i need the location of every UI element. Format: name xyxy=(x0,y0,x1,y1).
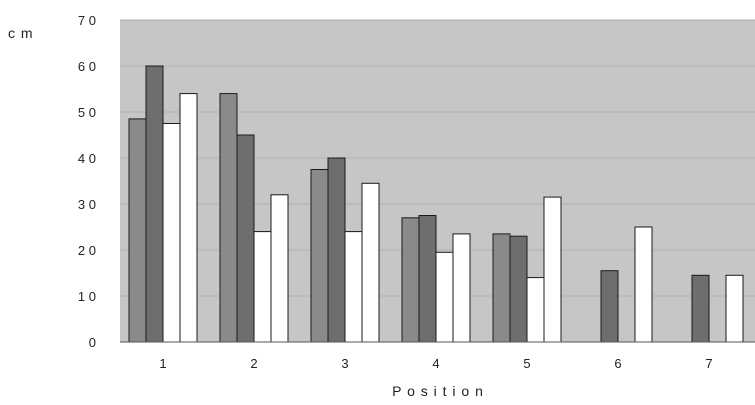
bar xyxy=(526,277,545,343)
bar xyxy=(361,182,380,343)
x-tick-label: 6 xyxy=(614,356,621,371)
bar xyxy=(725,274,744,343)
bar xyxy=(145,65,164,343)
bar xyxy=(219,93,238,343)
bar xyxy=(634,226,653,343)
x-axis-ticks: 1 2 3 4 5 6 7 xyxy=(159,356,712,371)
x-tick-label: 2 xyxy=(250,356,257,371)
y-tick-label: 5 0 xyxy=(78,105,96,120)
bar xyxy=(418,215,437,343)
bar xyxy=(270,194,289,343)
bar xyxy=(179,93,198,343)
y-axis-label: c m xyxy=(8,25,34,41)
y-tick-label: 6 0 xyxy=(78,59,96,74)
bar xyxy=(236,134,255,343)
x-tick-label: 4 xyxy=(432,356,439,371)
bar xyxy=(509,235,528,343)
bar xyxy=(128,118,147,343)
x-tick-label: 1 xyxy=(159,356,166,371)
bar xyxy=(162,123,181,343)
bar xyxy=(452,233,471,343)
x-tick-label: 7 xyxy=(705,356,712,371)
bar xyxy=(600,270,619,343)
y-tick-label: 0 xyxy=(89,335,96,350)
x-tick-label: 3 xyxy=(341,356,348,371)
y-tick-label: 3 0 xyxy=(78,197,96,212)
bar xyxy=(327,157,346,343)
bar xyxy=(253,231,272,343)
bar xyxy=(543,196,562,343)
y-tick-label: 7 0 xyxy=(78,13,96,28)
y-tick-label: 2 0 xyxy=(78,243,96,258)
bar xyxy=(691,274,710,343)
bar xyxy=(492,233,511,343)
y-tick-label: 1 0 xyxy=(78,289,96,304)
bar xyxy=(344,231,363,343)
bar xyxy=(401,217,420,343)
x-axis-label: P o s i t i o n xyxy=(392,383,484,399)
y-tick-label: 4 0 xyxy=(78,151,96,166)
bar xyxy=(435,251,454,343)
x-tick-label: 5 xyxy=(523,356,530,371)
bars xyxy=(128,65,744,343)
bar xyxy=(310,169,329,343)
y-axis-ticks: 0 1 0 2 0 3 0 4 0 5 0 6 0 7 0 xyxy=(78,13,96,350)
